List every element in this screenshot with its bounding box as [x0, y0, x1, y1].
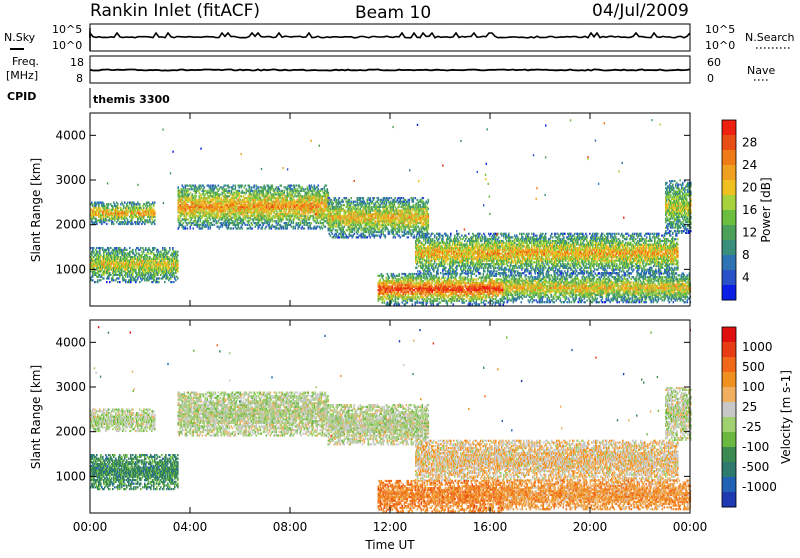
x-tick-label: 00:00 [673, 520, 708, 534]
nsearch-tick-top: 10^5 [705, 23, 735, 36]
nsky-label: N.Sky [4, 31, 36, 44]
nave-tick-bottom: 0 [707, 72, 714, 85]
freq-strip: Freq. [MHz] 18 8 60 0 Nave [6, 55, 775, 85]
region-band4 [415, 440, 679, 481]
colorbar-tick: 8 [742, 248, 750, 262]
velocity-ylabel: Slant Range [km] [29, 365, 43, 469]
cpid-text: themis 3300 [93, 93, 170, 106]
velocity-colorbar: 1000 500 100 25 -25 -100 -500 -1000 [722, 327, 777, 508]
colorbar-tick: -1000 [742, 480, 777, 494]
nsky-strip: N.Sky 10^5 10^0 10^5 10^0 N.Search [4, 23, 795, 52]
region-band3 [328, 404, 430, 445]
velocity-heatmap-cells [90, 326, 692, 512]
freq-tick-top: 18 [70, 56, 84, 69]
y-tick-label: 3000 [55, 173, 86, 187]
y-tick-label: 1000 [55, 262, 86, 276]
power-colorbar: 4 8 12 16 20 24 28 [722, 120, 757, 301]
beam-title: Beam 10 [355, 3, 431, 23]
freq-label: Freq. [12, 55, 39, 68]
velocity-colorbar-label: Velocity [m s-1] [779, 370, 793, 464]
nave-label: Nave [747, 64, 775, 77]
freq-tick-bottom: 8 [76, 72, 83, 85]
region-band6-near [503, 273, 692, 304]
colorbar-tick: 16 [742, 203, 757, 217]
region-band5-near [378, 273, 505, 306]
region-band3 [328, 197, 430, 238]
y-tick-label: 3000 [55, 380, 86, 394]
x-tick-label: 04:00 [173, 520, 208, 534]
region-band7-far [665, 180, 692, 234]
colorbar-tick: 25 [742, 400, 757, 414]
region-band2 [178, 392, 330, 437]
y-tick-label: 2000 [55, 218, 86, 232]
region-band1-lower [90, 247, 179, 283]
nsearch-label: N.Search [745, 31, 795, 44]
freq-trace [90, 69, 690, 70]
region-band4 [415, 233, 679, 274]
y-tick-label: 2000 [55, 425, 86, 439]
power-colorbar-label: Power [dB] [759, 177, 773, 242]
region-band6-near [503, 480, 692, 511]
colorbar-tick: 28 [742, 136, 757, 150]
nsky-tick-top: 10^5 [52, 23, 82, 36]
colorbar-tick: -500 [742, 460, 769, 474]
region-band1-upper [90, 409, 156, 433]
freq-unit-label: [MHz] [6, 69, 38, 82]
colorbar-tick: 24 [742, 158, 757, 172]
x-tick-label: 20:00 [573, 520, 608, 534]
y-tick-label: 4000 [55, 128, 86, 142]
region-band5-near [378, 480, 505, 513]
nsearch-tick-bottom: 10^0 [705, 39, 735, 52]
x-tick-label: 12:00 [373, 520, 408, 534]
power-heatmap-cells [90, 119, 692, 305]
x-tick-label: 08:00 [273, 520, 308, 534]
nsky-tick-bottom: 10^0 [52, 39, 82, 52]
region-band1-upper [90, 202, 156, 226]
colorbar-tick: 12 [742, 226, 757, 240]
region-band1-lower [90, 454, 179, 490]
region-band7-far [665, 387, 692, 441]
region-band2 [178, 185, 330, 230]
time-xlabel: Time UT [364, 538, 415, 552]
y-tick-label: 1000 [55, 469, 86, 483]
x-tick-label: 16:00 [473, 520, 508, 534]
date-title: 04/Jul/2009 [592, 1, 689, 21]
colorbar-tick: 1000 [742, 340, 773, 354]
colorbar-tick: 500 [742, 360, 765, 374]
colorbar-tick: -100 [742, 440, 769, 454]
y-tick-label: 4000 [55, 335, 86, 349]
nsky-trace [90, 33, 690, 38]
colorbar-tick: 4 [742, 271, 750, 285]
colorbar-tick: -25 [742, 420, 762, 434]
colorbar-tick: 20 [742, 181, 757, 195]
velocity-panel: 1000 2000 3000 4000 00:00 04:00 08:00 12:00 16:0… [29, 320, 793, 534]
power-ylabel: Slant Range [km] [29, 158, 43, 262]
station-title: Rankin Inlet (fitACF) [90, 1, 260, 21]
power-panel: 1000 2000 3000 4000 Slant Range [km] 4 8 12 16… [29, 113, 773, 306]
nave-tick-top: 60 [707, 56, 721, 69]
x-tick-label: 00:00 [73, 520, 108, 534]
cpid-label: CPID [7, 90, 36, 103]
colorbar-tick: 100 [742, 380, 765, 394]
